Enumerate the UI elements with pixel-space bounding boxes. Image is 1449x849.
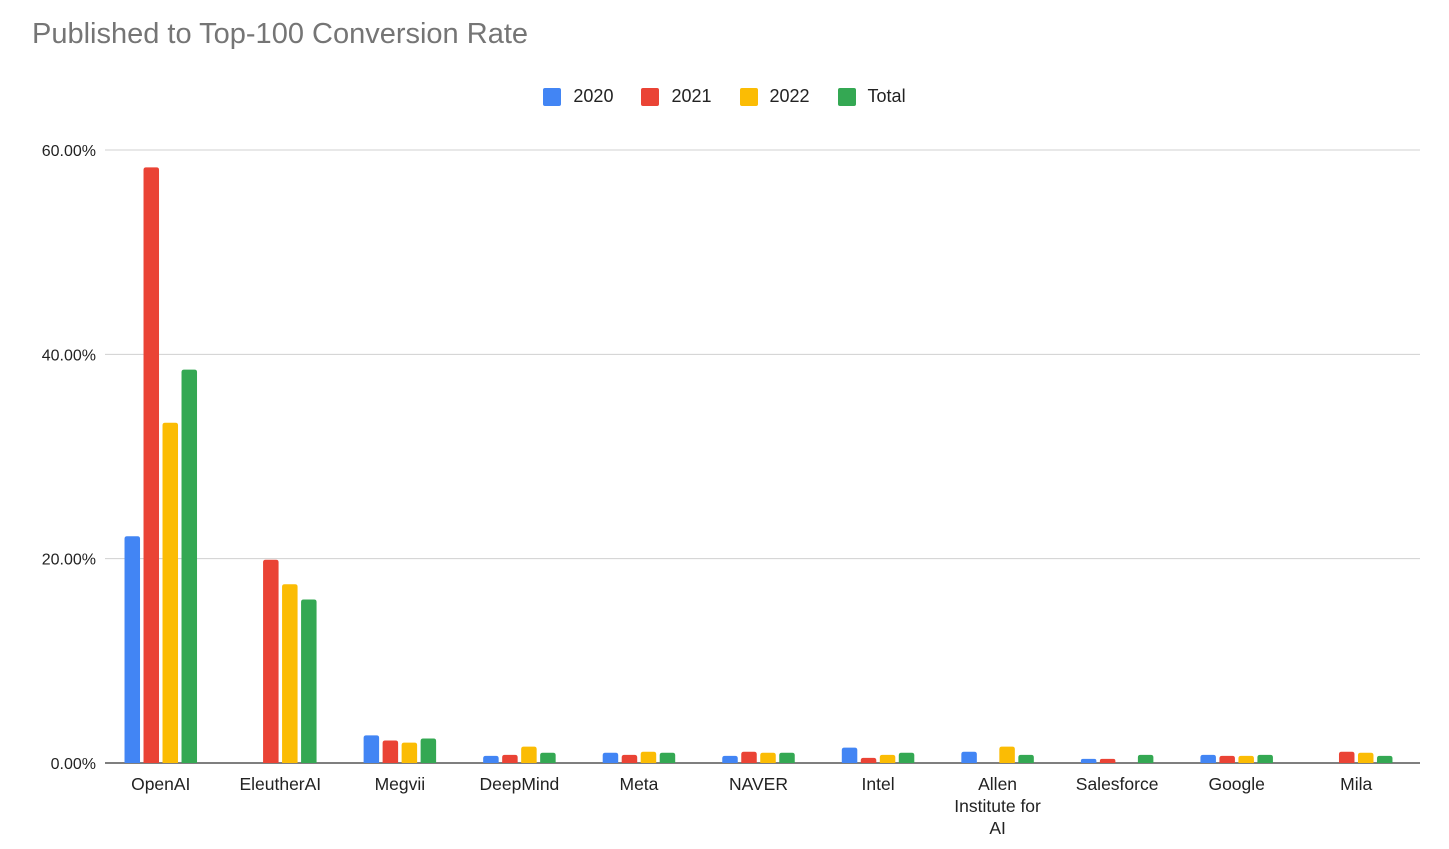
bar-2022-google[interactable]: [1238, 755, 1254, 763]
bars: [124, 167, 1393, 763]
y-tick-label: 0.00%: [51, 756, 96, 773]
bar-2020-openai[interactable]: [124, 536, 141, 763]
bar-2021-intel[interactable]: [860, 757, 877, 763]
legend-swatch-2022: [739, 87, 758, 106]
bar-total-google[interactable]: [1257, 754, 1273, 763]
bar-total-intel[interactable]: [898, 752, 915, 763]
legend-item-2022[interactable]: 2022: [739, 86, 810, 107]
x-category-label-line: DeepMind: [480, 774, 560, 794]
x-category-label-line: Allen: [978, 774, 1017, 794]
bar-2020-intel[interactable]: [841, 747, 858, 763]
bar-2022-megvii[interactable]: [401, 742, 418, 763]
bar-2022-openai[interactable]: [162, 422, 179, 763]
x-category-label: Megvii: [375, 774, 426, 794]
y-tick-label: 20.00%: [42, 552, 96, 569]
bar-total-eleutherai[interactable]: [301, 599, 317, 763]
bar-2021-openai[interactable]: [143, 167, 160, 763]
bar-2022-naver[interactable]: [760, 752, 776, 763]
bar-2022-deepmind[interactable]: [521, 746, 537, 763]
legend-label-2020: 2020: [573, 86, 614, 106]
legend-swatch-total: [837, 87, 856, 106]
y-axis-ticks: 0.00% 20.00% 40.00% 60.00%: [42, 143, 96, 773]
bar-2021-mila[interactable]: [1338, 751, 1355, 763]
legend-item-2020[interactable]: 2020: [543, 86, 613, 107]
legend-item-2021[interactable]: 2021: [641, 86, 712, 107]
legend-item-total[interactable]: Total: [837, 86, 906, 107]
x-category-label-line: Intel: [862, 774, 895, 794]
bar-2020-naver[interactable]: [722, 755, 738, 763]
x-category-label: Allen Institute for AI: [954, 774, 1041, 838]
bar-2022-meta[interactable]: [640, 751, 657, 763]
x-category-label: Intel: [862, 774, 895, 794]
x-category-label: DeepMind: [480, 774, 560, 794]
x-category-label-line: OpenAI: [131, 774, 190, 794]
bar-total-salesforce[interactable]: [1137, 754, 1154, 763]
bar-total-mila[interactable]: [1376, 755, 1393, 763]
x-category-label-line: NAVER: [729, 774, 788, 794]
x-category-label-line: AI: [989, 818, 1006, 838]
legend-label-2021: 2021: [671, 86, 712, 106]
x-category-label: NAVER: [729, 774, 788, 794]
bar-2021-naver[interactable]: [741, 751, 757, 763]
bar-2021-google[interactable]: [1219, 755, 1235, 763]
x-category-label-line: Google: [1208, 774, 1264, 794]
x-category-label-line: Institute for: [954, 796, 1041, 816]
bar-2020-salesforce[interactable]: [1080, 758, 1097, 763]
bar-total-openai[interactable]: [181, 369, 198, 763]
x-category-label: Salesforce: [1076, 774, 1159, 794]
x-axis-labels: OpenAI EleutherAI Megvii DeepMind Meta NAVER I…: [131, 774, 1372, 838]
bar-2022-intel[interactable]: [879, 754, 896, 763]
x-category-label-line: EleutherAI: [239, 774, 321, 794]
x-category-label: OpenAI: [131, 774, 190, 794]
bar-2021-salesforce[interactable]: [1099, 758, 1116, 763]
legend-label-total: Total: [867, 86, 906, 106]
x-category-label: Google: [1208, 774, 1264, 794]
legend-swatch-2020: [543, 87, 562, 106]
bar-total-naver[interactable]: [779, 752, 795, 763]
y-tick-label: 40.00%: [42, 347, 96, 364]
chart-title: Published to Top-100 Conversion Rate: [32, 18, 529, 50]
bar-total-allen-institute-for-ai[interactable]: [1018, 754, 1034, 763]
bar-total-megvii[interactable]: [420, 738, 437, 763]
bar-2020-meta[interactable]: [602, 752, 619, 763]
x-category-label: Meta: [620, 774, 659, 794]
y-tick-label: 60.00%: [42, 143, 96, 160]
x-category-label: EleutherAI: [239, 774, 321, 794]
bar-2022-allen-institute-for-ai[interactable]: [999, 746, 1015, 763]
bar-total-meta[interactable]: [659, 752, 676, 763]
x-category-label-line: Mila: [1340, 774, 1372, 794]
bar-total-deepmind[interactable]: [540, 752, 556, 763]
bar-2021-deepmind[interactable]: [502, 754, 518, 763]
legend-swatch-2021: [641, 87, 660, 106]
bar-2021-meta[interactable]: [621, 754, 638, 763]
bar-2022-mila[interactable]: [1357, 752, 1374, 763]
bar-2020-megvii[interactable]: [363, 735, 380, 763]
bar-2020-google[interactable]: [1200, 754, 1216, 763]
bar-2021-eleutherai[interactable]: [263, 559, 279, 763]
x-category-label: Mila: [1340, 774, 1372, 794]
bar-2021-megvii[interactable]: [382, 740, 399, 763]
legend-label-2022: 2022: [769, 86, 810, 106]
bar-2022-eleutherai[interactable]: [282, 584, 298, 763]
bar-2020-deepmind[interactable]: [483, 755, 499, 763]
x-category-label-line: Megvii: [375, 774, 426, 794]
x-category-label-line: Meta: [620, 774, 659, 794]
bar-2020-allen-institute-for-ai[interactable]: [961, 751, 977, 763]
x-category-label-line: Salesforce: [1076, 774, 1159, 794]
chart-legend: 2020 2021 2022 Total: [0, 86, 1449, 107]
